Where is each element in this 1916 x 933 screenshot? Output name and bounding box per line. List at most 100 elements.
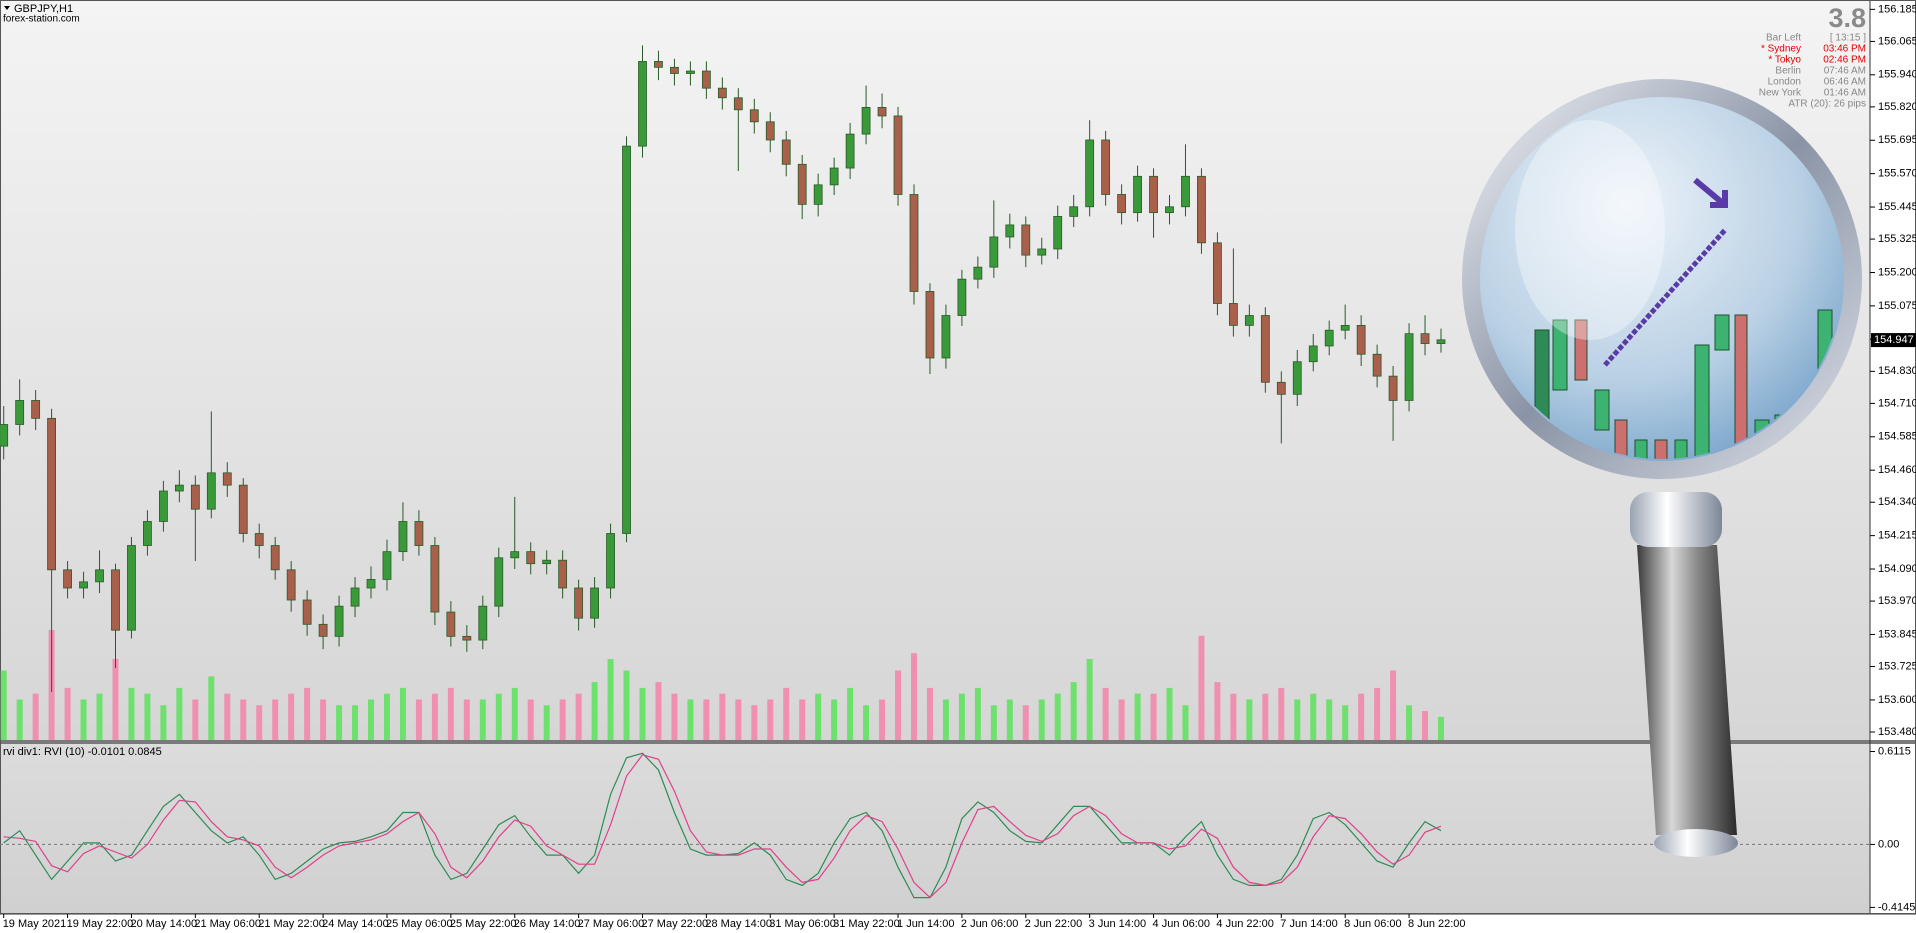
volume-bar xyxy=(863,705,870,740)
candle-body xyxy=(957,278,967,316)
candle-body xyxy=(158,490,168,522)
candle-body xyxy=(797,163,807,205)
volume-bar xyxy=(527,699,534,740)
y-tick-label: 153.480 xyxy=(1878,726,1916,738)
lens-candle xyxy=(1674,439,1688,459)
volume-bar xyxy=(1038,699,1045,740)
volume-bar xyxy=(655,682,662,740)
candle-body xyxy=(1181,175,1190,208)
volume-bar xyxy=(639,687,646,740)
volume-bar xyxy=(1390,670,1397,740)
x-tick-label: 25 May 22:00 xyxy=(450,918,517,930)
magnifier-handle xyxy=(1637,545,1737,835)
volume-bar xyxy=(160,705,167,740)
volume-bar xyxy=(304,687,311,740)
candle-body xyxy=(542,559,552,565)
candle-body xyxy=(1356,324,1366,355)
candle-body xyxy=(1069,206,1079,217)
candle-body xyxy=(829,167,839,186)
candle-body xyxy=(1260,315,1270,383)
volume-bar xyxy=(1438,716,1444,740)
candle-body xyxy=(350,587,360,607)
volume-bar xyxy=(942,699,949,740)
volume-bar xyxy=(1150,693,1157,740)
candle-body xyxy=(590,587,599,619)
volume-bar xyxy=(352,705,359,740)
x-tick-label: 26 May 14:00 xyxy=(514,918,581,930)
y-tick-label: 154.585 xyxy=(1878,431,1916,443)
volume-bar xyxy=(256,705,263,740)
volume-bar xyxy=(1422,711,1429,740)
candle-body xyxy=(1436,339,1446,344)
y-tick-label: 155.325 xyxy=(1878,233,1916,245)
y-tick-label: 155.695 xyxy=(1878,134,1916,146)
candle-body xyxy=(1340,324,1350,331)
candle-body xyxy=(270,545,280,571)
volume-bar xyxy=(1198,635,1205,740)
magnifier xyxy=(1462,79,1862,857)
x-tick-label: 25 May 06:00 xyxy=(386,918,453,930)
candle-body xyxy=(1324,329,1334,347)
lens-candle xyxy=(1574,319,1588,381)
info-value: 06:46 AM xyxy=(1824,77,1866,88)
volume-bar xyxy=(1182,705,1189,740)
volume-bar xyxy=(495,693,502,740)
candle-body xyxy=(765,121,775,141)
candle-body xyxy=(254,533,264,546)
candle-body xyxy=(382,551,392,580)
rvi-line xyxy=(3,754,1442,899)
candle-body xyxy=(1228,303,1238,326)
y-tick-label: 0.6115 xyxy=(1878,745,1911,757)
x-tick-label: 4 Jun 06:00 xyxy=(1153,918,1211,930)
magnifier-collar xyxy=(1630,492,1722,547)
y-tick-label: 154.090 xyxy=(1878,563,1916,575)
volume-bar xyxy=(703,699,710,740)
info-label: Bar Left xyxy=(1766,33,1801,44)
volume-bar xyxy=(96,693,103,740)
candle-body xyxy=(606,533,615,589)
volume-bar xyxy=(128,687,135,740)
x-tick-label: 27 May 06:00 xyxy=(578,918,645,930)
volume-bar xyxy=(1118,699,1125,740)
candle-body xyxy=(893,115,903,195)
x-tick-label: 19 May 22:00 xyxy=(67,918,134,930)
current-price-label: 154.947 xyxy=(1874,334,1914,346)
candle-body xyxy=(1388,375,1398,401)
volume-bar xyxy=(144,693,151,740)
y-tick-label: 154.830 xyxy=(1878,365,1916,377)
candle-body xyxy=(526,551,536,565)
volume-bar xyxy=(1358,693,1365,740)
candle-body xyxy=(861,106,871,135)
volume-bar xyxy=(559,699,566,740)
lens-candle xyxy=(1694,344,1710,459)
candle-body xyxy=(286,569,296,601)
candle-body xyxy=(1308,345,1318,363)
y-tick-label: 155.075 xyxy=(1878,300,1916,312)
lens-candle xyxy=(1714,314,1730,351)
volume-bar xyxy=(0,670,7,740)
volume-bar xyxy=(719,693,726,740)
lens-divergence-line xyxy=(1603,228,1727,367)
lens-arrow xyxy=(1693,177,1728,208)
volume-bar xyxy=(399,687,406,740)
info-value: 03:46 PM xyxy=(1823,44,1866,55)
x-tick-label: 31 May 06:00 xyxy=(769,918,836,930)
volume-bar xyxy=(1342,705,1349,740)
volume-bar xyxy=(64,687,71,740)
candle-body xyxy=(174,484,184,492)
x-tick-label: 24 May 14:00 xyxy=(322,918,389,930)
volume-bar xyxy=(463,699,470,740)
candle-body xyxy=(1420,333,1430,344)
info-value: 01:46 AM xyxy=(1824,88,1866,99)
volume-bar xyxy=(671,693,678,740)
volume-bar xyxy=(926,687,933,740)
candle-body xyxy=(1085,139,1095,208)
y-tick-label: 154.215 xyxy=(1878,530,1916,542)
candle-body xyxy=(1117,194,1126,214)
x-tick-label: 1 Jun 14:00 xyxy=(897,918,955,930)
candle-body xyxy=(749,109,759,123)
x-tick-label: 21 May 22:00 xyxy=(258,918,325,930)
candle-body xyxy=(781,139,791,165)
volume-bar xyxy=(1102,687,1109,740)
candle-body xyxy=(494,557,504,607)
